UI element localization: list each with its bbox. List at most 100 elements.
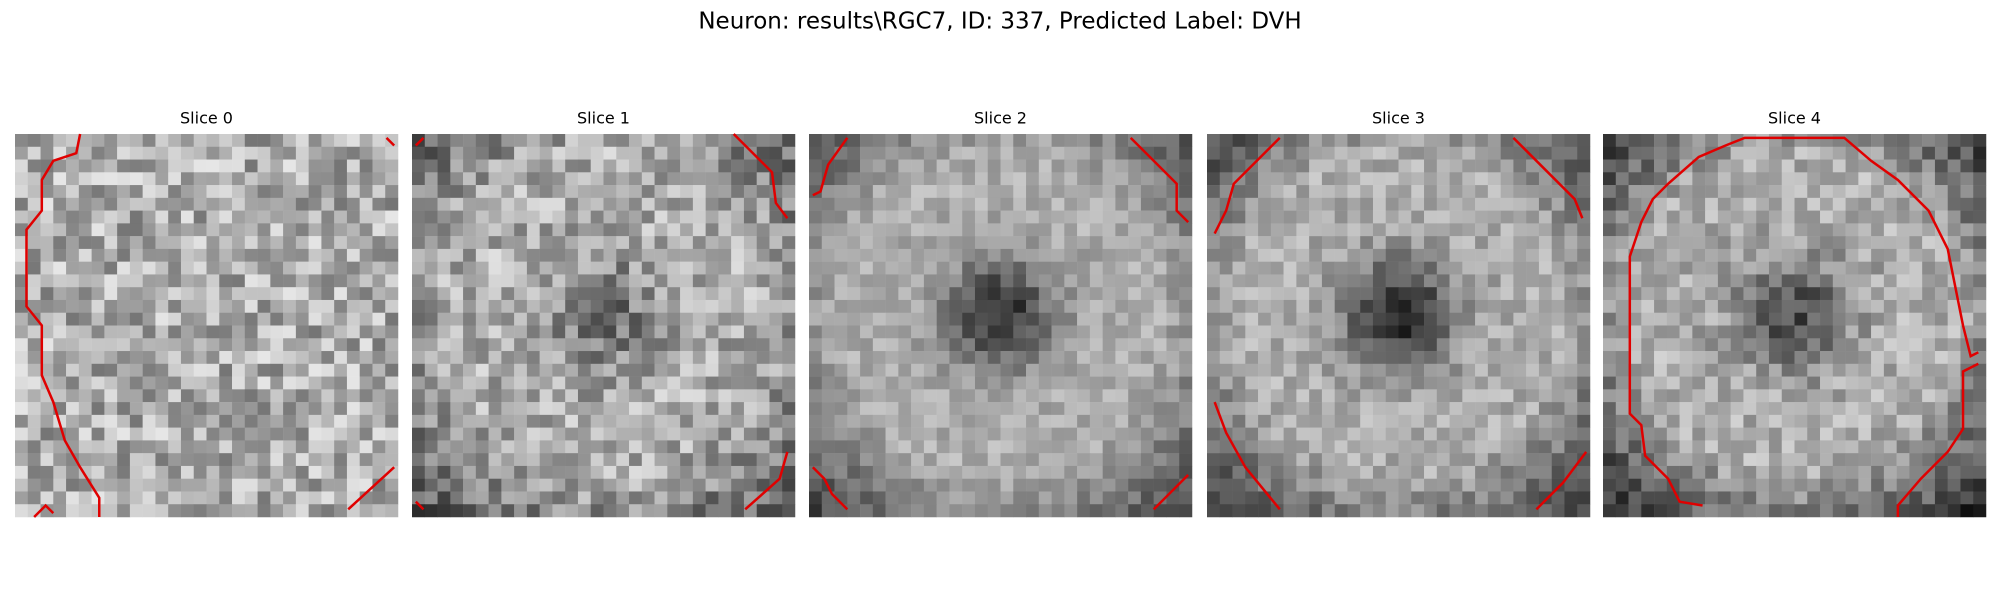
pixel (1436, 338, 1450, 352)
pixel (1089, 146, 1103, 160)
pixel (743, 146, 757, 160)
pixel (1321, 440, 1335, 454)
pixel (1102, 402, 1116, 416)
pixel (1973, 440, 1987, 454)
pixel (180, 274, 194, 288)
pixel (1334, 351, 1348, 365)
pixel (15, 299, 29, 313)
pixel (962, 389, 976, 403)
pixel (526, 453, 540, 467)
pixel (718, 146, 732, 160)
pixel (1296, 172, 1310, 186)
pixel (1360, 491, 1374, 505)
pixel (1258, 159, 1272, 173)
pixel (885, 402, 899, 416)
pixel (1449, 453, 1463, 467)
pixel (372, 338, 386, 352)
pixel (603, 159, 617, 173)
pixel (232, 363, 246, 377)
pixel (1372, 491, 1386, 505)
pixel (1064, 389, 1078, 403)
pixel (308, 274, 322, 288)
pixel (334, 491, 348, 505)
pixel (1730, 376, 1744, 390)
pixel (731, 465, 745, 479)
pixel (129, 134, 143, 148)
pixel (1309, 338, 1323, 352)
pixel (1064, 248, 1078, 262)
pixel (257, 299, 271, 313)
pixel (514, 197, 528, 211)
pixel (219, 427, 233, 441)
pixel (1102, 248, 1116, 262)
pixel (1051, 261, 1065, 275)
pixel (974, 478, 988, 492)
pixel (501, 504, 515, 518)
pixel (1283, 402, 1297, 416)
pixel (117, 223, 131, 237)
pixel (1973, 376, 1987, 390)
pixel (91, 351, 105, 365)
pixel (1283, 325, 1297, 339)
pixel (654, 248, 668, 262)
pixel (1896, 338, 1910, 352)
pixel (718, 363, 732, 377)
pixel (1947, 134, 1961, 148)
pixel (1347, 414, 1361, 428)
pixel (1615, 363, 1629, 377)
pixel (1781, 299, 1795, 313)
pixel (488, 325, 502, 339)
pixel (1258, 287, 1272, 301)
pixel (1102, 414, 1116, 428)
pixel (1896, 172, 1910, 186)
pixel (244, 414, 258, 428)
pixel (1628, 210, 1642, 224)
pixel (295, 427, 309, 441)
pixel (1321, 389, 1335, 403)
pixel (834, 465, 848, 479)
pixel (1500, 197, 1514, 211)
pixel (577, 389, 591, 403)
pixel (232, 299, 246, 313)
pixel (463, 465, 477, 479)
contour (1213, 136, 1281, 235)
pixel (1692, 274, 1706, 288)
pixel (1500, 440, 1514, 454)
pixel (1487, 325, 1501, 339)
pixel (641, 402, 655, 416)
pixel (898, 146, 912, 160)
pixel (898, 274, 912, 288)
pixel (962, 363, 976, 377)
pixel (40, 453, 54, 467)
pixel (860, 351, 874, 365)
pixel (501, 465, 515, 479)
pixel (590, 312, 604, 326)
pixel (1475, 261, 1489, 275)
pixel (1832, 274, 1846, 288)
pixel (1934, 491, 1948, 505)
pixel (424, 504, 438, 518)
pixel (769, 185, 783, 199)
pixel (1166, 274, 1180, 288)
pixel (834, 478, 848, 492)
pixel (809, 427, 823, 441)
pixel (1858, 363, 1872, 377)
pixel (1000, 134, 1014, 148)
pixel (1232, 402, 1246, 416)
pixel (1730, 491, 1744, 505)
pixel (53, 312, 67, 326)
pixel (603, 146, 617, 160)
pixel (295, 504, 309, 518)
pixel (1360, 351, 1374, 365)
pixel (1641, 287, 1655, 301)
pixel (1768, 287, 1782, 301)
pixel (1334, 185, 1348, 199)
pixel (847, 504, 861, 518)
contour (414, 500, 425, 511)
pixel (283, 402, 297, 416)
pixel (577, 363, 591, 377)
pixel (680, 159, 694, 173)
pixel (1730, 172, 1744, 186)
pixel (1654, 504, 1668, 518)
pixel (1064, 299, 1078, 313)
